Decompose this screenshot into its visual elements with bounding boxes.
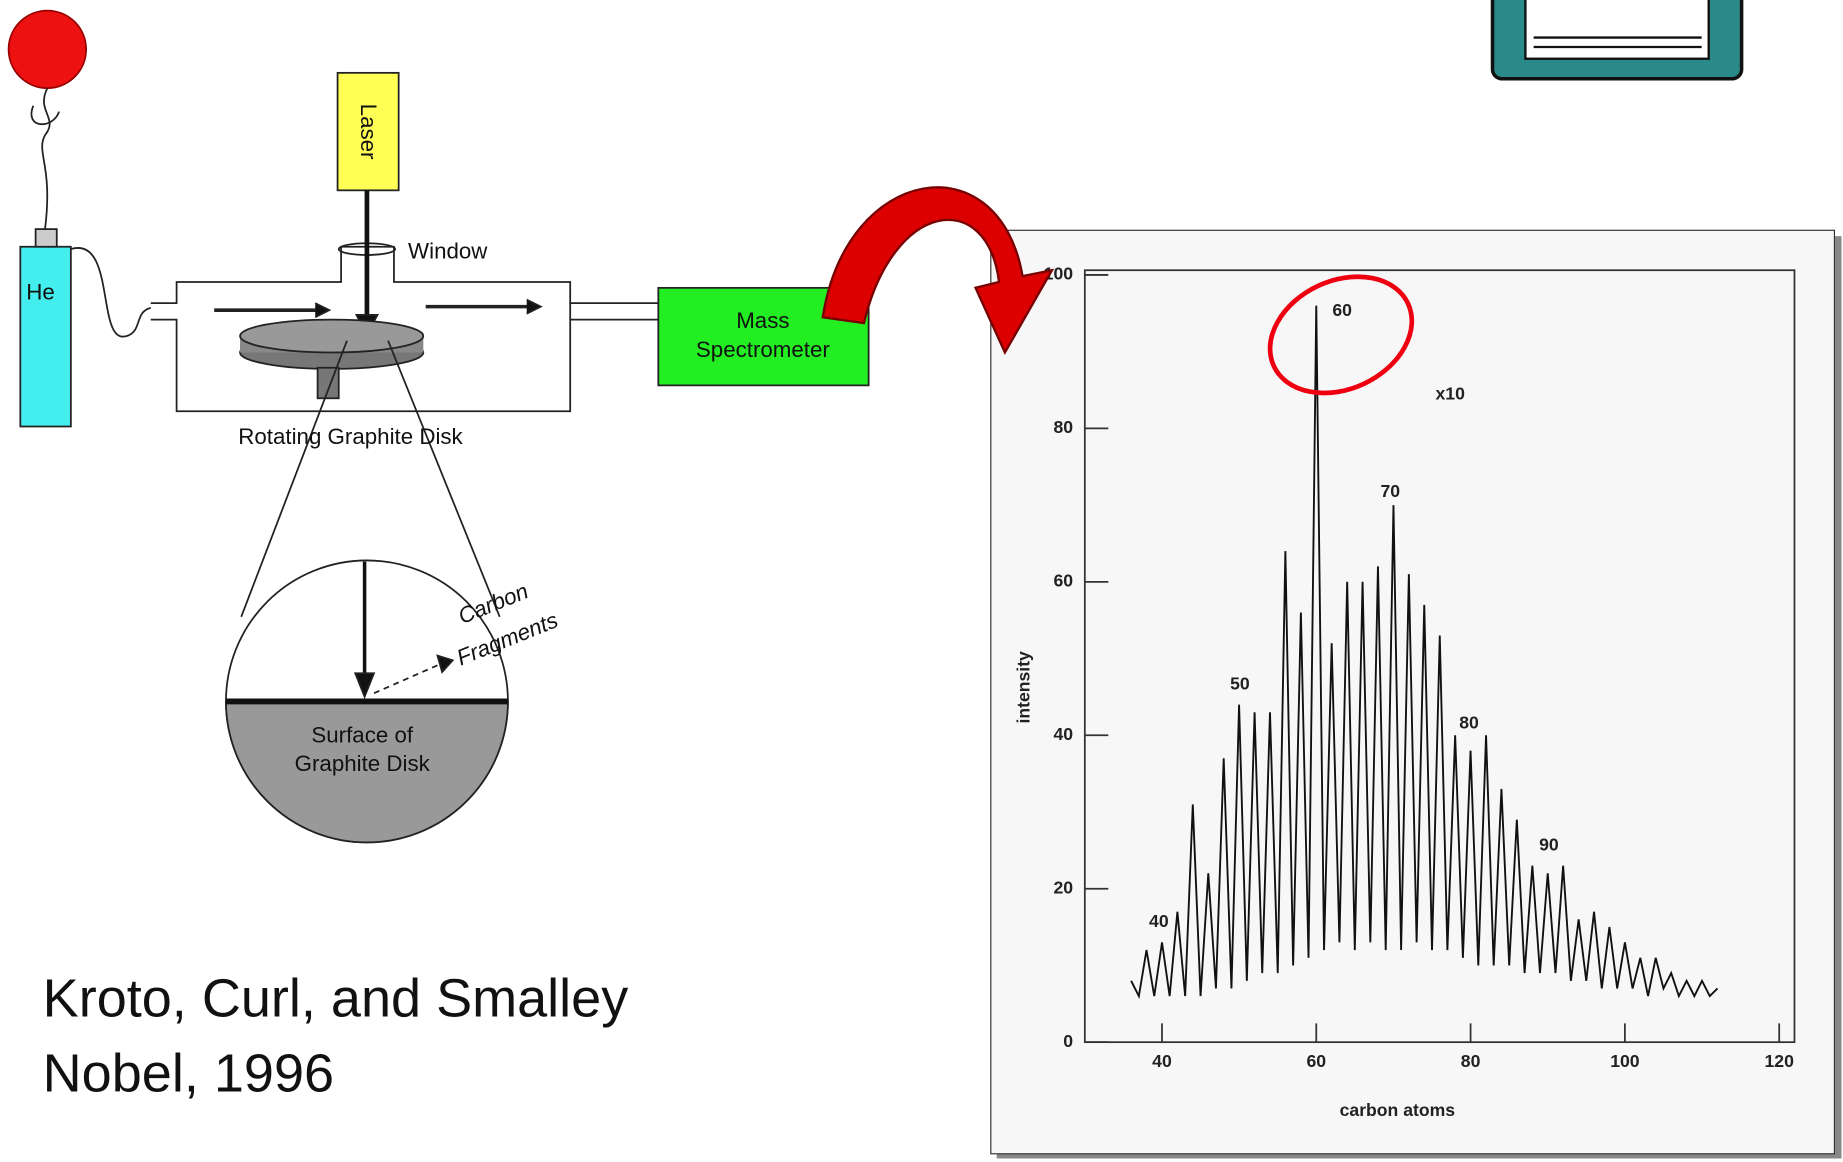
x-tick-label: 60: [1306, 1051, 1326, 1071]
slide: Laser Window He Mass Spectrometer Rotati…: [0, 0, 1843, 1162]
peak-annotation: 80: [1459, 712, 1479, 732]
mass-spec-label: Mass: [736, 308, 789, 333]
peak-annotation: 90: [1539, 835, 1559, 855]
credit: Nobel, 1996: [43, 1044, 334, 1104]
peak-annotation: 50: [1230, 674, 1250, 694]
x-tick-label: 80: [1461, 1051, 1481, 1071]
window-label: Window: [408, 238, 488, 263]
y-tick-label: 60: [1053, 570, 1073, 590]
peak-annotation: 40: [1149, 911, 1169, 931]
peak-annotation: x10: [1436, 383, 1466, 403]
x-tick-label: 40: [1152, 1051, 1172, 1071]
chart-panel: [991, 230, 1835, 1153]
y-axis-label: intensity: [1014, 651, 1034, 724]
mass-spec-label: Spectrometer: [696, 337, 830, 362]
credit: Kroto, Curl, and Smalley: [43, 968, 629, 1028]
surface-label: Surface of: [311, 723, 414, 748]
book-icon: [1493, 0, 1742, 79]
x-tick-label: 100: [1610, 1051, 1640, 1071]
peak-annotation: 70: [1380, 481, 1400, 501]
laser-label: Laser: [356, 104, 381, 160]
surface-label: Graphite Disk: [295, 751, 431, 776]
x-axis-label: carbon atoms: [1340, 1100, 1456, 1120]
gas-label: He: [26, 280, 55, 305]
y-tick-label: 20: [1053, 877, 1073, 897]
y-tick-label: 40: [1053, 724, 1073, 744]
y-tick-label: 80: [1053, 417, 1073, 437]
peak-annotation: 60: [1332, 300, 1352, 320]
y-tick-label: 0: [1063, 1031, 1073, 1051]
disk-label: Rotating Graphite Disk: [238, 424, 463, 449]
x-tick-label: 120: [1764, 1051, 1794, 1071]
